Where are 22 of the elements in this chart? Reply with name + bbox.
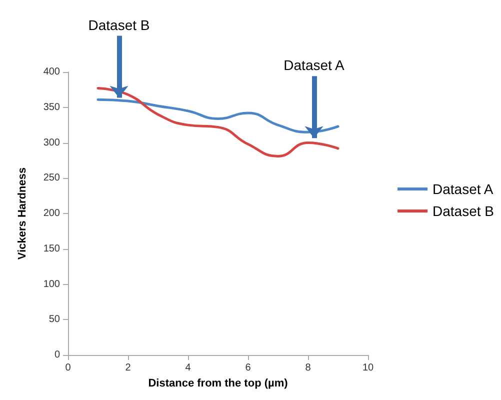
y-tick-label: 100 [43,278,60,290]
y-tick-label: 250 [43,172,60,184]
y-tick-label: 350 [43,102,60,113]
x-tick-label: 6 [245,362,252,374]
annotation: Dataset B [88,16,150,33]
line-series [96,87,340,158]
legend-label: Dataset B [432,203,494,219]
x-tick-label: 2 [125,362,132,374]
y-tick-label: 300 [43,137,60,148]
x-tick-label: 0 [65,362,72,374]
x-axis-title: Distance from the top (µm) [148,377,288,390]
x-tick-label: 4 [185,362,192,374]
legend-label: Dataset A [432,181,494,197]
y-tick-label: 200 [43,208,60,219]
y-tick-label: 400 [43,66,60,78]
x-tick-label: 10 [362,362,374,374]
x-tick-label: 8 [305,362,312,374]
y-tick-label: 50 [48,314,60,326]
annotation: Dataset A [284,57,346,74]
y-tick-label: 0 [54,350,60,360]
y-tick-label: 150 [43,243,60,254]
y-axis-title: Vickers Hardness [16,167,28,260]
